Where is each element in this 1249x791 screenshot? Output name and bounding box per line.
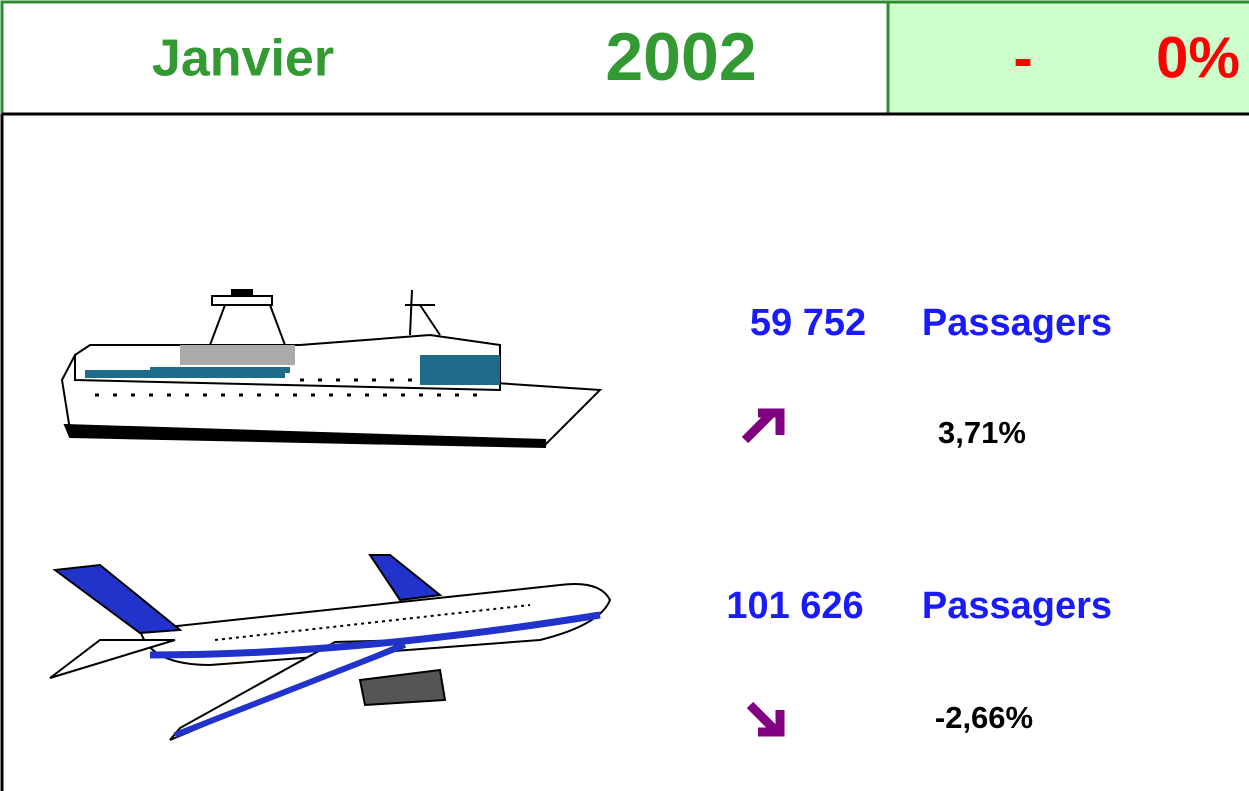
page: Janvier 2002 - 0% 59 752 Passagers 3,71%… bbox=[0, 0, 1249, 791]
plane-icon bbox=[50, 555, 610, 740]
passenger-unit: Passagers bbox=[922, 585, 1112, 627]
passenger-unit: Passagers bbox=[922, 302, 1112, 344]
down-arrow bbox=[750, 705, 780, 732]
passenger-count: 101 626 bbox=[726, 585, 863, 627]
passenger-count: 59 752 bbox=[750, 302, 866, 344]
change-percent: -2,66% bbox=[935, 700, 1033, 735]
change-sign: - bbox=[1013, 25, 1032, 90]
change-percent: 3,71% bbox=[938, 415, 1026, 450]
change-value: 0% bbox=[1156, 25, 1240, 90]
up-arrow bbox=[745, 413, 780, 440]
ship-icon bbox=[62, 290, 600, 447]
year: 2002 bbox=[605, 19, 756, 95]
month: Janvier bbox=[152, 30, 334, 88]
